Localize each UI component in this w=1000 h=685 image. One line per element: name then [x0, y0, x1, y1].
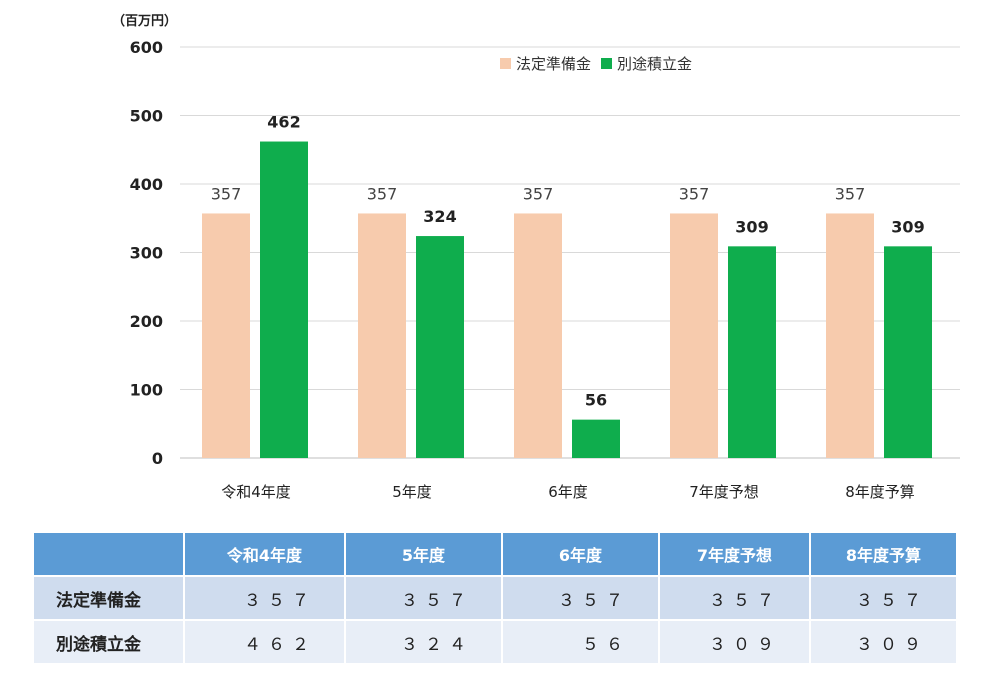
data-label: 357: [523, 184, 554, 203]
data-label: 357: [211, 184, 242, 203]
table-cell: ３０９: [811, 619, 956, 663]
bar-other-reserve: [884, 246, 932, 458]
y-tick-label: 300: [130, 244, 163, 263]
table-cell: ３５７: [811, 575, 956, 619]
table-col-header: 7年度予想: [660, 533, 809, 575]
table-col-header: 6年度: [503, 533, 658, 575]
bar-legal-reserve: [358, 213, 406, 458]
y-tick-label: 0: [152, 449, 163, 468]
table-col-header: 8年度予算: [811, 533, 956, 575]
legend: 法定準備金 別途積立金: [500, 53, 702, 74]
bar-chart: 0 100 200 300 400 500 600 357 462 令和4年度 357 324 5年度 3…: [130, 38, 960, 501]
data-label: 357: [367, 184, 398, 203]
table-cell: ４６２: [185, 619, 344, 663]
table-cell: ３５７: [503, 575, 658, 619]
y-tick-label: 200: [130, 312, 163, 331]
x-tick-label: 5年度: [392, 483, 432, 501]
table-col-header: 令和4年度: [185, 533, 344, 575]
table-col-header: 5年度: [346, 533, 501, 575]
table-cell: ３２４: [346, 619, 501, 663]
bar-other-reserve: [728, 246, 776, 458]
y-tick-label: 100: [130, 381, 163, 400]
data-label: 56: [585, 391, 607, 410]
data-table: 令和4年度 5年度 6年度 7年度予想 8年度予算 法定準備金 ３５７ ３５７ …: [32, 533, 958, 663]
bar-legal-reserve: [670, 213, 718, 458]
data-label: 309: [735, 217, 768, 236]
data-label: 309: [891, 217, 924, 236]
legend-swatch-legal-reserve: [500, 58, 511, 69]
table-header-row: 令和4年度 5年度 6年度 7年度予想 8年度予算: [34, 533, 956, 575]
table-cell: ３０９: [660, 619, 809, 663]
table-row-label: 法定準備金: [34, 575, 183, 619]
table-cell: ５６: [503, 619, 658, 663]
bar-legal-reserve: [202, 213, 250, 458]
data-label: 324: [423, 207, 456, 226]
bar-legal-reserve: [826, 213, 874, 458]
table-cell: ３５７: [185, 575, 344, 619]
bar-other-reserve: [416, 236, 464, 458]
x-tick-label: 令和4年度: [221, 483, 291, 501]
data-label: 462: [267, 113, 300, 132]
unit-label: （百万円）: [112, 14, 178, 29]
table-row: 別途積立金 ４６２ ３２４ ５６ ３０９ ３０９: [34, 619, 956, 663]
data-label: 357: [679, 184, 710, 203]
table-cell: ３５７: [346, 575, 501, 619]
legend-swatch-other-reserve: [601, 58, 613, 69]
bar-legal-reserve: [514, 213, 562, 458]
y-tick-label: 600: [130, 38, 163, 57]
table-row: 法定準備金 ３５７ ３５７ ３５７ ３５７ ３５７: [34, 575, 956, 619]
table-cell: ３５７: [660, 575, 809, 619]
table-corner: [34, 533, 183, 575]
legend-item-other-reserve: 別途積立金: [601, 53, 692, 74]
data-label: 357: [835, 184, 866, 203]
legend-label-legal-reserve: 法定準備金: [516, 55, 592, 73]
legend-item-legal-reserve: 法定準備金: [500, 53, 591, 74]
x-tick-label: 6年度: [548, 483, 588, 501]
bar-other-reserve: [572, 419, 620, 458]
table-row-label: 別途積立金: [34, 619, 183, 663]
x-tick-label: 7年度予想: [689, 483, 759, 501]
x-tick-label: 8年度予算: [845, 483, 915, 501]
y-tick-label: 500: [130, 107, 163, 126]
y-tick-label: 400: [130, 175, 163, 194]
bar-other-reserve: [260, 141, 308, 458]
legend-label-other-reserve: 別途積立金: [617, 55, 693, 73]
